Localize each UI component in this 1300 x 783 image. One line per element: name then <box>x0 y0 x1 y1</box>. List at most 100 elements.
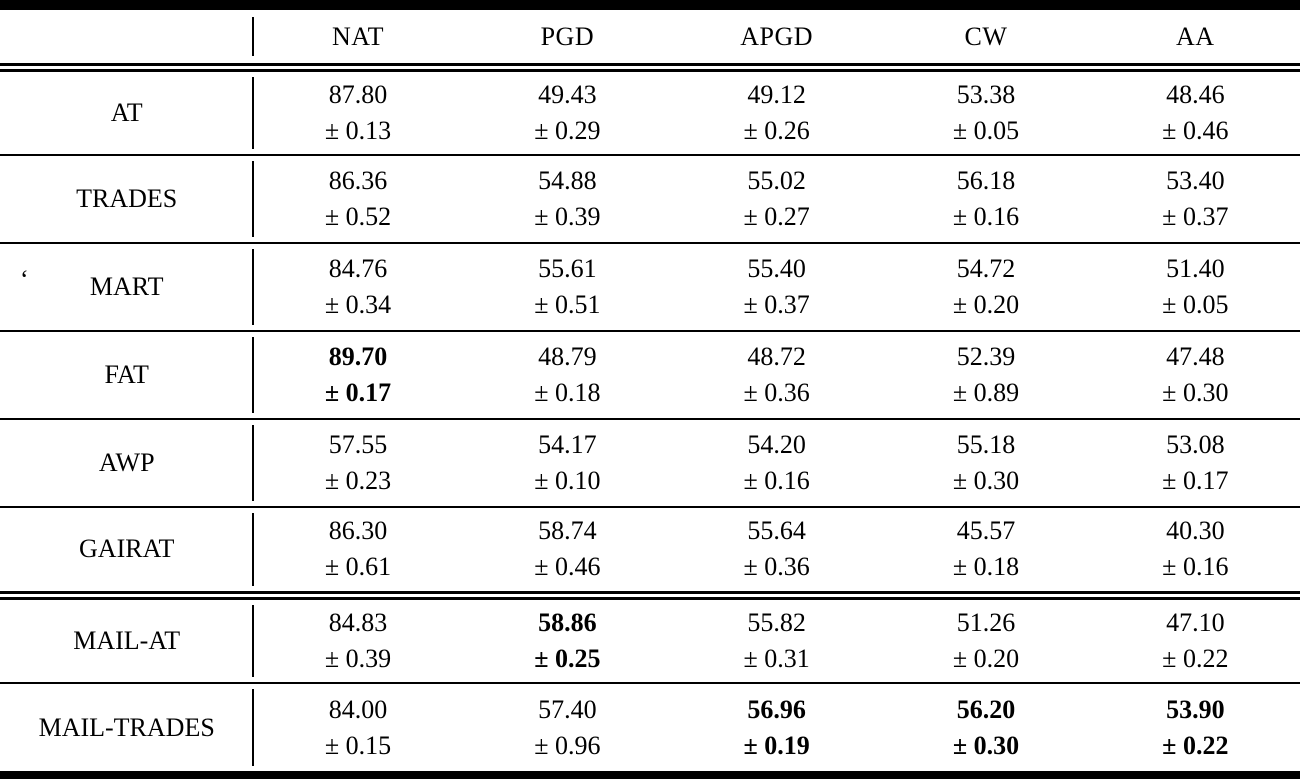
value-cell: 54.20 ± 0.16 <box>672 418 882 508</box>
mean-value: 84.00 <box>328 694 388 724</box>
std-value: ± 0.22 <box>1162 643 1229 673</box>
value-cell: 53.40 ± 0.37 <box>1090 154 1300 244</box>
row-label: TRADES <box>76 184 178 214</box>
mean-value: 55.02 <box>747 166 806 196</box>
mean-value: 48.79 <box>538 342 597 372</box>
value-cell: 51.26 ± 0.20 <box>881 590 1091 684</box>
std-value: ± 0.05 <box>952 116 1020 146</box>
value-cell: 55.02 ± 0.27 <box>672 154 882 244</box>
mean-value: 49.12 <box>747 80 806 110</box>
value-cell: 58.86 ± 0.25 <box>462 590 672 684</box>
std-value: ± 0.26 <box>743 116 810 146</box>
row-label-cell: FAT <box>0 330 255 420</box>
value-cell: 54.17 ± 0.10 <box>462 418 672 508</box>
value-cell: 54.72 ± 0.20 <box>881 242 1091 332</box>
row-label-cell: GAIRAT <box>0 506 255 596</box>
table-row: FAT 89.70 ± 0.17 48.79 ± 0.18 48.72 ± 0.36 52.3… <box>0 330 1300 420</box>
row-label-cell: ‘ MART <box>0 242 255 332</box>
std-value: ± 0.30 <box>952 730 1020 760</box>
std-value: ± 0.18 <box>952 552 1020 582</box>
value-cell: 55.82 ± 0.31 <box>672 590 882 684</box>
row-label-cell: MAIL-TRADES <box>0 682 255 771</box>
std-value: ± 0.20 <box>952 290 1020 320</box>
value-cell: 87.80 ± 0.13 <box>253 68 462 156</box>
std-value: ± 0.10 <box>534 466 601 496</box>
std-value: ± 0.16 <box>1162 552 1229 582</box>
value-cell: 52.39 ± 0.89 <box>881 330 1091 420</box>
value-cell: 53.90 ± 0.22 <box>1090 682 1300 771</box>
value-cell: 56.96 ± 0.19 <box>672 682 882 771</box>
row-label: MAIL-AT <box>73 625 181 655</box>
value-cell: 48.79 ± 0.18 <box>462 330 672 420</box>
table-row: MAIL-AT 84.83 ± 0.39 58.86 ± 0.25 55.82 ± 0.31… <box>0 590 1300 684</box>
std-value: ± 0.16 <box>743 466 810 496</box>
table-row: ‘ MART 84.76 ± 0.34 55.61 ± 0.51 55.40 ± 0.37 54… <box>0 242 1300 332</box>
value-cell: 57.40 ± 0.96 <box>462 682 672 771</box>
column-header-nat: NAT <box>253 10 463 72</box>
mean-value: 56.20 <box>956 694 1016 724</box>
mean-value: 58.86 <box>538 607 597 637</box>
mean-value: 53.38 <box>956 80 1016 110</box>
header-row: NAT PGD APGD CW AA <box>0 10 1300 72</box>
std-value: ± 0.96 <box>534 730 601 760</box>
value-cell: 45.57 ± 0.18 <box>881 506 1091 596</box>
std-value: ± 0.46 <box>534 552 601 582</box>
stray-quote-mark: ‘ <box>20 265 29 294</box>
mean-value: 51.26 <box>956 607 1016 637</box>
column-header-apgd: APGD <box>672 10 882 72</box>
std-value: ± 0.61 <box>324 552 392 582</box>
mean-value: 40.30 <box>1166 516 1225 546</box>
mean-value: 55.82 <box>747 607 806 637</box>
mean-value: 55.18 <box>956 430 1016 460</box>
value-cell: 49.12 ± 0.26 <box>672 68 881 156</box>
results-table: NAT PGD APGD CW AA AT 87.80 ± 0.13 49.43 ± 0… <box>0 10 1300 771</box>
row-label: GAIRAT <box>79 534 175 564</box>
value-cell: 84.76 ± 0.34 <box>253 242 463 332</box>
row-label: MART <box>89 272 164 302</box>
mean-value: 54.88 <box>538 166 597 196</box>
row-label: AT <box>110 98 143 128</box>
value-cell: 48.72 ± 0.36 <box>672 330 882 420</box>
table-header: NAT PGD APGD CW AA <box>0 10 1300 72</box>
mean-value: 54.20 <box>747 430 806 460</box>
row-label-cell: TRADES <box>0 154 255 244</box>
value-cell: 55.40 ± 0.37 <box>672 242 882 332</box>
mean-value: 56.18 <box>956 166 1016 196</box>
std-value: ± 0.31 <box>743 643 810 673</box>
std-value: ± 0.37 <box>1162 202 1229 232</box>
value-cell: 48.46 ± 0.46 <box>1091 68 1300 156</box>
value-cell: 84.00 ± 0.15 <box>253 682 463 771</box>
mean-value: 55.64 <box>747 516 806 546</box>
value-cell: 89.70 ± 0.17 <box>253 330 463 420</box>
value-cell: 55.61 ± 0.51 <box>462 242 672 332</box>
value-cell: 56.18 ± 0.16 <box>881 154 1091 244</box>
value-cell: 86.30 ± 0.61 <box>253 506 463 596</box>
std-value: ± 0.20 <box>952 643 1020 673</box>
mean-value: 48.72 <box>747 342 806 372</box>
table-body: AT 87.80 ± 0.13 49.43 ± 0.29 49.12 ± 0.26 53.38… <box>0 68 1300 771</box>
mean-value: 84.83 <box>328 607 388 637</box>
std-value: ± 0.37 <box>743 290 810 320</box>
column-header-cw: CW <box>881 10 1091 72</box>
std-value: ± 0.17 <box>1162 466 1229 496</box>
row-label-cell: MAIL-AT <box>0 590 255 684</box>
value-cell: 51.40 ± 0.05 <box>1090 242 1300 332</box>
mean-value: 89.70 <box>328 342 388 372</box>
std-value: ± 0.30 <box>952 466 1020 496</box>
value-cell: 54.88 ± 0.39 <box>462 154 672 244</box>
value-cell: 47.48 ± 0.30 <box>1090 330 1300 420</box>
corner-cell <box>0 10 255 72</box>
mean-value: 87.80 <box>328 80 388 110</box>
std-value: ± 0.29 <box>534 116 601 146</box>
table-row: AT 87.80 ± 0.13 49.43 ± 0.29 49.12 ± 0.26 53.38… <box>0 68 1300 156</box>
mean-value: 47.10 <box>1166 607 1225 637</box>
std-value: ± 0.22 <box>1162 730 1229 760</box>
mean-value: 53.90 <box>1166 694 1225 724</box>
mean-value: 54.17 <box>538 430 597 460</box>
value-cell: 55.18 ± 0.30 <box>881 418 1091 508</box>
std-value: ± 0.25 <box>534 643 601 673</box>
mean-value: 48.46 <box>1166 80 1225 110</box>
mean-value: 49.43 <box>538 80 597 110</box>
